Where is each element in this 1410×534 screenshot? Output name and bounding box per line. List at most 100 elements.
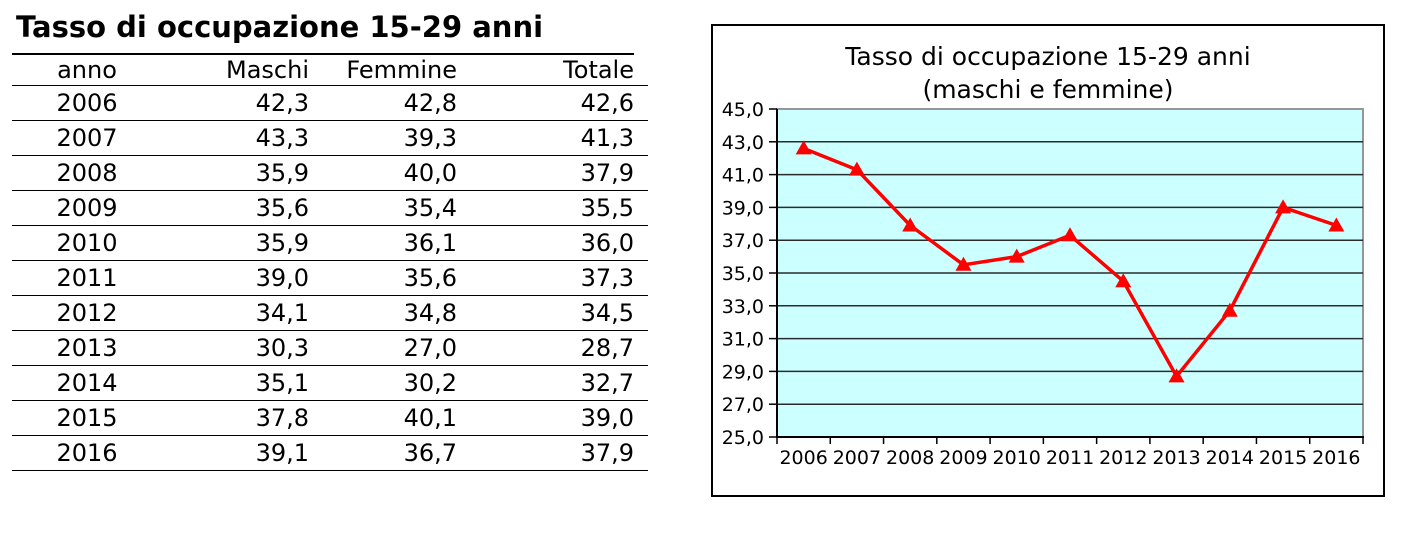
y-axis-label: 31,0 xyxy=(722,329,764,351)
table-row-2008: 2008 35,9 40,0 37,9 xyxy=(12,155,648,191)
value-cell: 35,1 xyxy=(162,365,309,401)
table-row-2012: 2012 34,1 34,8 34,5 xyxy=(12,295,648,331)
value-cell: 37,8 xyxy=(162,400,309,436)
table-row-2015: 2015 37,8 40,1 39,0 xyxy=(12,400,648,436)
value-cell: 34,1 xyxy=(162,295,309,331)
x-axis-label: 2009 xyxy=(939,447,987,469)
year-cell: 2014 xyxy=(12,365,162,401)
value-cell: 35,4 xyxy=(309,190,457,226)
employment-table: anno Maschi Femmine Totale 2006 42,3 42,8 42,6… xyxy=(12,55,648,471)
table-header-row: anno Maschi Femmine Totale xyxy=(12,55,648,86)
x-axis-label: 2006 xyxy=(779,447,827,469)
y-axis-label: 35,0 xyxy=(722,263,764,285)
table-row-2006: 2006 42,3 42,8 42,6 xyxy=(12,85,648,121)
data-point-marker xyxy=(1221,302,1238,317)
y-axis-label: 25,0 xyxy=(722,427,764,449)
year-cell: 2010 xyxy=(12,225,162,261)
value-cell: 40,0 xyxy=(309,155,457,191)
value-cell: 35,5 xyxy=(457,190,648,226)
value-cell: 36,0 xyxy=(457,225,648,261)
data-point-marker xyxy=(1062,227,1078,242)
y-axis-label: 39,0 xyxy=(722,197,764,219)
year-cell: 2007 xyxy=(12,120,162,156)
table-row-2009: 2009 35,6 35,4 35,5 xyxy=(12,190,648,226)
value-cell: 34,8 xyxy=(309,295,457,331)
table-row-2007: 2007 43,3 39,3 41,3 xyxy=(12,120,648,156)
value-cell: 37,9 xyxy=(457,435,648,471)
year-cell: 2011 xyxy=(12,260,162,296)
table-row-2010: 2010 35,9 36,1 36,0 xyxy=(12,225,648,261)
x-axis-label: 2007 xyxy=(833,447,881,469)
data-point-marker xyxy=(1275,199,1292,214)
value-cell: 42,3 xyxy=(162,85,309,121)
table-title: Tasso di occupazione 15-29 anni xyxy=(12,6,634,55)
column-header-femmine: Femmine xyxy=(309,55,457,86)
value-cell: 39,0 xyxy=(457,400,648,436)
chart-title-line2: (maschi e femmine) xyxy=(922,75,1174,104)
value-cell: 40,1 xyxy=(309,400,457,436)
year-cell: 2009 xyxy=(12,190,162,226)
value-cell: 39,1 xyxy=(162,435,309,471)
value-cell: 32,7 xyxy=(457,365,648,401)
value-cell: 34,5 xyxy=(457,295,648,331)
value-cell: 42,8 xyxy=(309,85,457,121)
value-cell: 37,9 xyxy=(457,155,648,191)
x-axis-label: 2013 xyxy=(1152,447,1200,469)
value-cell: 41,3 xyxy=(457,120,648,156)
data-point-marker xyxy=(1115,273,1132,288)
data-point-marker xyxy=(902,217,919,232)
year-cell: 2006 xyxy=(12,85,162,121)
year-cell: 2013 xyxy=(12,330,162,366)
y-axis-label: 41,0 xyxy=(722,165,764,187)
value-cell: 35,6 xyxy=(162,190,309,226)
year-cell: 2016 xyxy=(12,435,162,471)
column-header-anno: anno xyxy=(12,55,162,86)
data-point-marker xyxy=(1008,248,1025,263)
data-point-marker xyxy=(795,140,812,155)
y-axis-label: 45,0 xyxy=(722,99,764,121)
chart-title-line1: Tasso di occupazione 15-29 anni xyxy=(845,42,1251,71)
value-cell: 35,9 xyxy=(162,155,309,191)
year-cell: 2015 xyxy=(12,400,162,436)
year-cell: 2008 xyxy=(12,155,162,191)
y-axis-label: 33,0 xyxy=(722,296,764,318)
x-axis-label: 2010 xyxy=(993,447,1041,469)
data-point-marker xyxy=(1168,368,1185,383)
table-row-2011: 2011 39,0 35,6 37,3 xyxy=(12,260,648,296)
value-cell: 27,0 xyxy=(309,330,457,366)
table-row-2014: 2014 35,1 30,2 32,7 xyxy=(12,365,648,401)
value-cell: 37,3 xyxy=(457,260,648,296)
value-cell: 30,3 xyxy=(162,330,309,366)
value-cell: 36,7 xyxy=(309,435,457,471)
value-cell: 36,1 xyxy=(309,225,457,261)
chart-title: Tasso di occupazione 15-29 anni (maschi … xyxy=(713,40,1383,106)
value-cell: 28,7 xyxy=(457,330,648,366)
employment-table-panel: Tasso di occupazione 15-29 anni anno Masc… xyxy=(12,6,648,471)
value-cell: 43,3 xyxy=(162,120,309,156)
x-axis-label: 2014 xyxy=(1206,447,1254,469)
x-axis-label: 2011 xyxy=(1046,447,1094,469)
value-cell: 30,2 xyxy=(309,365,457,401)
employment-chart-panel: 45,0 43,0 41,0 39,0 37,0 35,0 33,0 31,0 29,0 27,0… xyxy=(711,24,1385,497)
value-cell: 39,0 xyxy=(162,260,309,296)
year-cell: 2012 xyxy=(12,295,162,331)
value-cell: 35,6 xyxy=(309,260,457,296)
y-axis-label: 29,0 xyxy=(722,361,764,383)
table-row-2016: 2016 39,1 36,7 37,9 xyxy=(12,435,648,471)
column-header-maschi: Maschi xyxy=(162,55,309,86)
data-point-marker xyxy=(848,161,865,176)
x-axis-label: 2016 xyxy=(1312,447,1360,469)
x-axis-label: 2008 xyxy=(886,447,934,469)
column-header-totale: Totale xyxy=(457,55,648,86)
chart-plot-svg: 45,0 43,0 41,0 39,0 37,0 35,0 33,0 31,0 29,0 27,0… xyxy=(722,99,1364,469)
x-axis-label: 2012 xyxy=(1099,447,1147,469)
y-axis-label: 37,0 xyxy=(722,230,764,252)
data-point-marker xyxy=(955,256,972,271)
x-axis-label: 2015 xyxy=(1259,447,1307,469)
table-row-2013: 2013 30,3 27,0 28,7 xyxy=(12,330,648,366)
value-cell: 39,3 xyxy=(309,120,457,156)
value-cell: 42,6 xyxy=(457,85,648,121)
y-axis-label: 27,0 xyxy=(722,394,764,416)
y-axis-label: 43,0 xyxy=(722,132,764,154)
